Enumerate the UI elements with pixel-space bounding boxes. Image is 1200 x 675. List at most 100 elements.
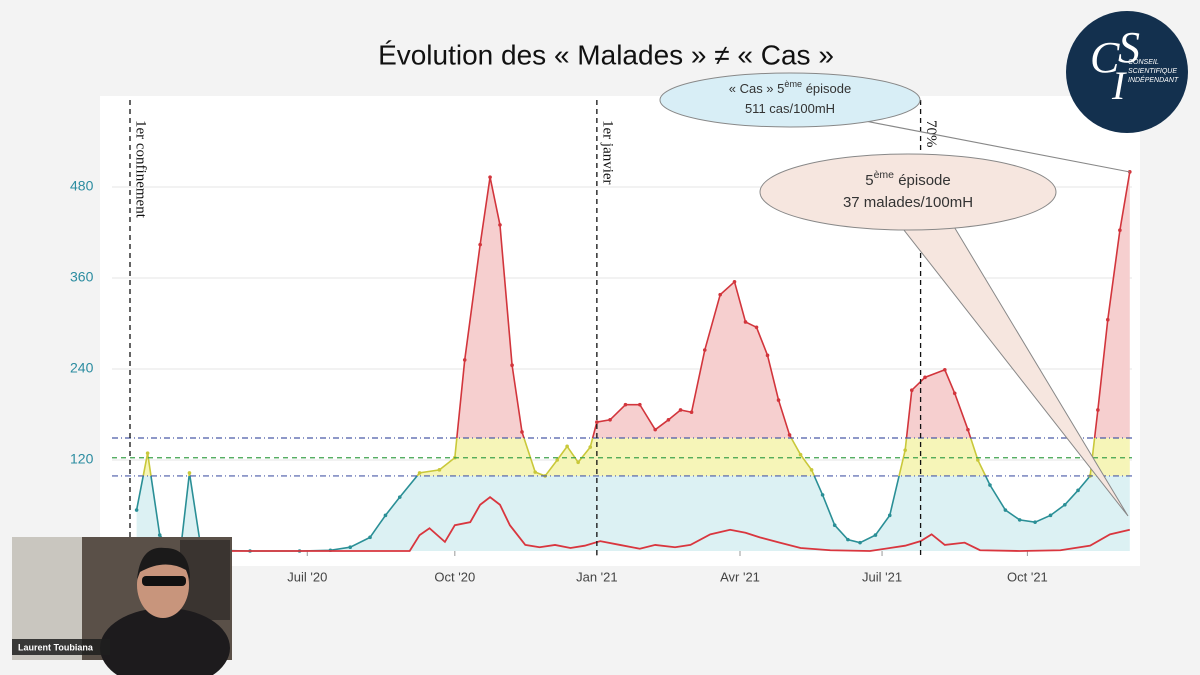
point xyxy=(1033,520,1037,524)
point xyxy=(909,388,914,393)
point xyxy=(555,458,560,462)
point xyxy=(1096,408,1100,412)
x-tick-label: Juil '21 xyxy=(862,569,902,584)
point xyxy=(520,430,524,434)
point xyxy=(887,513,892,518)
callout-text-part: épisode xyxy=(894,172,951,189)
logo-text: INDÉPENDANT xyxy=(1128,75,1179,84)
point xyxy=(488,175,492,179)
y-tick-label: 120 xyxy=(70,451,94,467)
logo-letter: S xyxy=(1118,23,1140,72)
y-tick-label: 240 xyxy=(70,360,94,376)
callout-text: 37 malades/100mH xyxy=(843,194,973,211)
point xyxy=(820,493,825,497)
callout-text-part: 5 xyxy=(865,172,873,189)
point xyxy=(743,320,748,324)
point xyxy=(145,451,150,455)
point xyxy=(832,523,837,528)
webcam-name: Laurent Toubiana xyxy=(18,642,94,652)
webcam-glasses xyxy=(142,576,186,586)
point xyxy=(943,367,947,372)
y-tick-label: 360 xyxy=(70,269,94,285)
point xyxy=(988,483,992,487)
callout-text-part: « Cas » 5 xyxy=(729,81,785,96)
point xyxy=(437,468,442,472)
point xyxy=(689,410,694,415)
logo-letter: I xyxy=(1111,63,1127,108)
event-label: 1er janvier xyxy=(599,120,615,185)
callout-text-part: ème xyxy=(874,169,895,181)
point xyxy=(776,398,781,402)
x-tick-label: Avr '21 xyxy=(720,569,760,584)
logo-text: SCIENTIFIQUE xyxy=(1128,68,1177,75)
webcam-hair xyxy=(137,547,190,580)
logo-letter: C xyxy=(1090,33,1120,82)
y-tick-label: 480 xyxy=(70,178,94,194)
point xyxy=(498,223,502,227)
logo-text: CONSEIL xyxy=(1128,59,1159,66)
callout-text: 511 cas/100mH xyxy=(745,101,835,116)
point xyxy=(966,427,970,432)
x-tick-label: Oct '21 xyxy=(1007,569,1048,584)
point xyxy=(576,460,580,465)
point xyxy=(976,458,980,462)
callout-bubble xyxy=(759,153,1057,231)
point xyxy=(397,495,402,499)
point xyxy=(787,433,792,437)
area xyxy=(136,171,1130,552)
point xyxy=(565,444,569,449)
callout-text-part: ème xyxy=(784,79,802,89)
point xyxy=(666,418,671,422)
point xyxy=(653,427,658,432)
logo-circle xyxy=(1066,11,1188,133)
point xyxy=(765,353,770,358)
webcam-body xyxy=(100,608,230,675)
point xyxy=(157,533,162,537)
point xyxy=(348,545,353,550)
point xyxy=(718,292,722,297)
point xyxy=(702,348,707,352)
point xyxy=(1063,502,1067,507)
chart-title: Évolution des « Malades » ≠ « Cas » xyxy=(378,39,834,70)
point xyxy=(1076,488,1080,493)
point xyxy=(1105,317,1110,322)
callout-text: 5ème épisode xyxy=(865,169,951,189)
point xyxy=(798,452,803,457)
point xyxy=(623,402,628,407)
point xyxy=(1017,518,1022,522)
point xyxy=(952,391,957,396)
point xyxy=(462,358,467,362)
point xyxy=(858,540,862,545)
point xyxy=(187,471,192,475)
point xyxy=(873,533,878,537)
point xyxy=(638,402,642,407)
point xyxy=(923,375,927,380)
point xyxy=(417,471,422,475)
point xyxy=(533,470,538,474)
x-tick-label: Oct '20 xyxy=(434,569,475,584)
x-tick-label: Juil '20 xyxy=(287,569,327,584)
point xyxy=(478,242,482,247)
point xyxy=(678,408,683,412)
callout-text: « Cas » 5ème épisode xyxy=(729,79,852,96)
point xyxy=(903,448,907,452)
point xyxy=(1118,228,1122,233)
point xyxy=(595,420,599,424)
point xyxy=(588,445,593,449)
point xyxy=(754,325,759,330)
point xyxy=(368,535,372,540)
callout-bubble xyxy=(659,72,921,128)
point xyxy=(1003,508,1008,512)
callout-text-part: épisode xyxy=(802,81,851,96)
point xyxy=(134,508,139,512)
point xyxy=(732,279,737,284)
event-label: 1er confinement xyxy=(133,120,149,219)
point xyxy=(383,513,388,518)
webcam-name-bar xyxy=(12,639,110,655)
point xyxy=(846,537,850,542)
x-tick-label: Jan '21 xyxy=(576,569,618,584)
point xyxy=(510,363,514,368)
point xyxy=(1048,513,1053,518)
